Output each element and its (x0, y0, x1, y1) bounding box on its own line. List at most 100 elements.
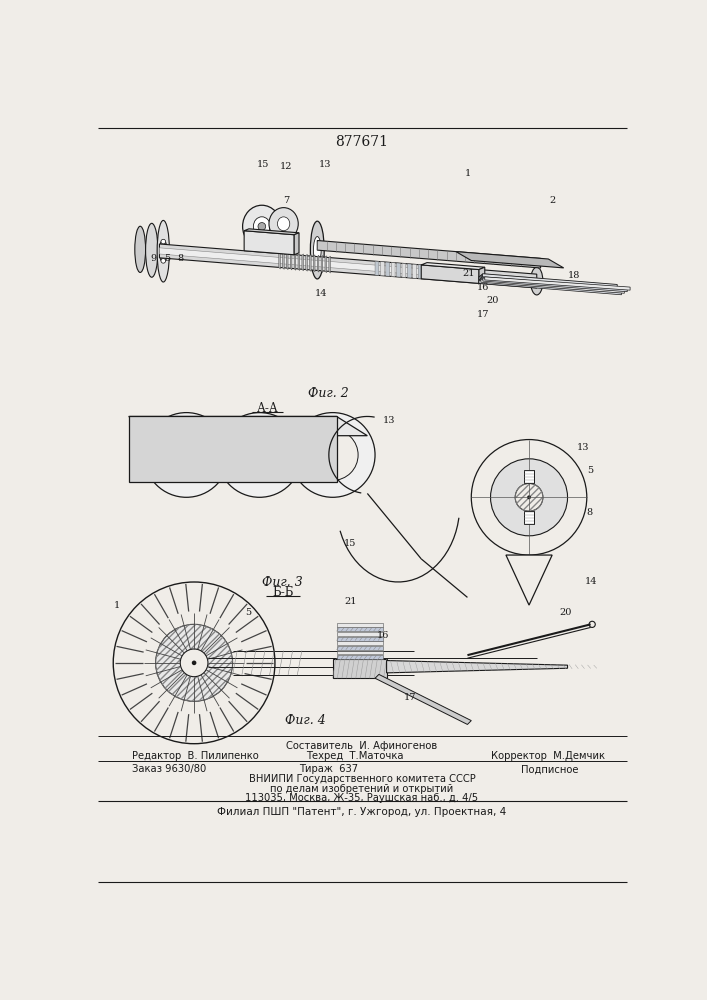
Polygon shape (129, 416, 337, 482)
Polygon shape (456, 252, 563, 268)
Polygon shape (375, 261, 379, 275)
Polygon shape (291, 253, 292, 270)
Polygon shape (244, 231, 294, 255)
Circle shape (161, 430, 212, 480)
Text: 2: 2 (549, 196, 555, 205)
Text: Фиг. 2: Фиг. 2 (308, 387, 349, 400)
Polygon shape (294, 253, 296, 270)
Polygon shape (525, 470, 534, 483)
Circle shape (156, 624, 233, 701)
Polygon shape (337, 623, 382, 627)
Ellipse shape (153, 237, 165, 265)
Polygon shape (483, 278, 627, 292)
Polygon shape (337, 651, 382, 654)
Polygon shape (506, 555, 552, 605)
Text: 13: 13 (577, 443, 589, 452)
Text: 16: 16 (377, 631, 389, 640)
Circle shape (161, 257, 165, 262)
Text: Заказ 9630/80: Заказ 9630/80 (132, 764, 206, 774)
Text: 5: 5 (164, 254, 170, 263)
Text: 8: 8 (586, 508, 592, 517)
Polygon shape (423, 265, 428, 279)
Circle shape (161, 241, 165, 245)
Ellipse shape (313, 237, 321, 264)
Text: 17: 17 (404, 693, 416, 702)
Circle shape (161, 247, 165, 252)
Text: 5: 5 (245, 608, 251, 617)
Circle shape (234, 430, 285, 480)
Circle shape (472, 440, 587, 555)
Text: Б-Б: Б-Б (272, 586, 293, 599)
Text: 13: 13 (319, 160, 332, 169)
Circle shape (192, 661, 197, 665)
Polygon shape (380, 262, 385, 276)
Text: Корректор  М.Демчик: Корректор М.Демчик (491, 751, 604, 761)
Ellipse shape (310, 221, 325, 279)
Polygon shape (375, 674, 472, 724)
Polygon shape (129, 416, 368, 436)
Polygon shape (317, 255, 319, 272)
Circle shape (217, 413, 302, 497)
Polygon shape (481, 279, 624, 293)
Text: 17: 17 (477, 310, 489, 319)
Polygon shape (337, 627, 382, 631)
Text: 15: 15 (344, 539, 356, 548)
Text: Фиг. 3: Фиг. 3 (262, 576, 303, 588)
Text: 20: 20 (560, 608, 572, 617)
Text: 7: 7 (284, 196, 290, 205)
Circle shape (161, 259, 165, 263)
Text: 877671: 877671 (335, 135, 388, 149)
Polygon shape (298, 254, 300, 271)
Text: 12: 12 (280, 162, 293, 171)
Text: 13: 13 (382, 416, 395, 425)
Polygon shape (386, 262, 390, 276)
Text: Филиал ПШП "Патент", г. Ужгород, ул. Проектная, 4: Филиал ПШП "Патент", г. Ужгород, ул. Про… (217, 807, 507, 817)
Circle shape (144, 413, 229, 497)
Polygon shape (337, 641, 382, 645)
Circle shape (308, 430, 358, 480)
Polygon shape (337, 646, 382, 650)
Polygon shape (480, 276, 615, 289)
Text: 8: 8 (177, 254, 183, 263)
Polygon shape (305, 254, 308, 271)
Text: Тираж  637: Тираж 637 (299, 764, 358, 774)
Text: 21: 21 (463, 269, 475, 278)
Polygon shape (302, 254, 303, 271)
Ellipse shape (530, 267, 543, 295)
Text: 14: 14 (585, 578, 597, 586)
Polygon shape (283, 252, 284, 269)
Polygon shape (485, 277, 630, 290)
Ellipse shape (135, 226, 146, 272)
Polygon shape (313, 255, 315, 272)
Polygon shape (391, 263, 395, 277)
Polygon shape (333, 659, 387, 678)
Text: ВНИИПИ Государственного комитета СССР: ВНИИПИ Государственного комитета СССР (249, 774, 475, 784)
Text: 20: 20 (486, 296, 499, 305)
Polygon shape (329, 256, 330, 273)
Circle shape (491, 459, 568, 536)
Text: 1: 1 (464, 169, 471, 178)
Polygon shape (337, 637, 382, 641)
Polygon shape (421, 265, 479, 283)
Ellipse shape (160, 240, 167, 263)
Polygon shape (325, 256, 327, 273)
Text: 14: 14 (315, 289, 327, 298)
Polygon shape (481, 275, 616, 288)
Polygon shape (421, 263, 485, 270)
Polygon shape (160, 248, 537, 284)
Circle shape (527, 584, 530, 587)
Text: 21: 21 (344, 597, 356, 606)
Polygon shape (413, 264, 416, 278)
Text: по делам изобретений и открытий: по делам изобретений и открытий (270, 784, 454, 794)
Text: 18: 18 (568, 271, 580, 280)
Polygon shape (160, 244, 537, 288)
Polygon shape (244, 229, 299, 235)
Polygon shape (321, 255, 322, 272)
Text: Фиг. 4: Фиг. 4 (286, 714, 326, 727)
Polygon shape (407, 264, 411, 278)
Circle shape (589, 621, 595, 627)
Circle shape (113, 582, 275, 744)
Ellipse shape (269, 208, 298, 240)
Polygon shape (337, 655, 382, 659)
Text: Составитель  И. Афиногенов: Составитель И. Афиногенов (286, 741, 438, 751)
